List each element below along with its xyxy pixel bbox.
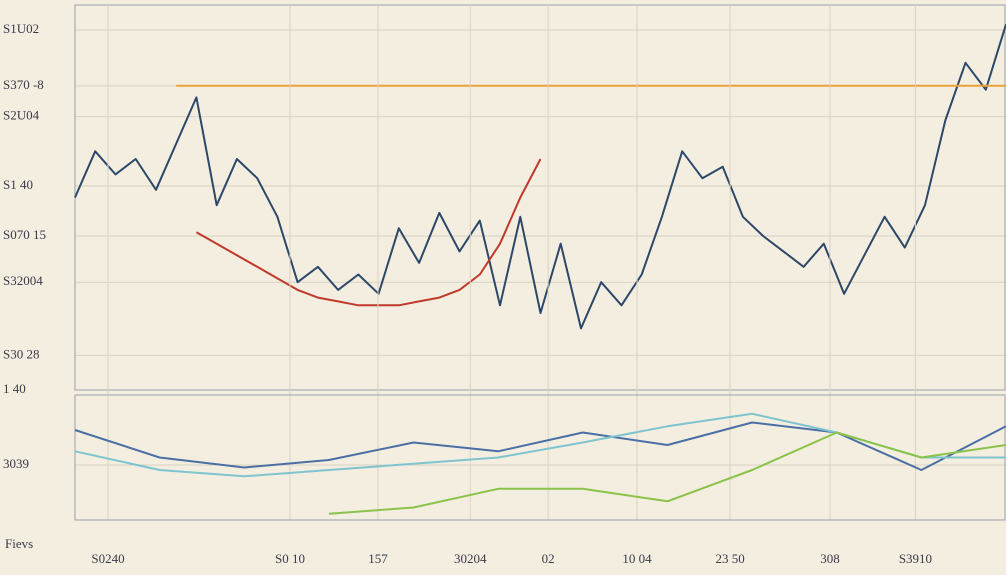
y-tick-label: S2U04 (3, 108, 40, 123)
series-line (74, 421, 1006, 471)
x-tick-label: S0 10 (275, 551, 305, 566)
y-tick-label: 3039 (3, 456, 29, 471)
x-tick-label: S3910 (899, 551, 932, 566)
x-tick-label: 02 (542, 551, 555, 566)
series-line (74, 24, 1006, 330)
x-axis-label: Fievs (5, 536, 33, 551)
plot-frame (74, 394, 1006, 521)
y-tick-label: S1 40 (3, 177, 33, 192)
x-tick-label: 308 (820, 551, 840, 566)
y-tick-label: S070 15 (3, 227, 46, 242)
x-tick-label: 157 (368, 551, 388, 566)
y-tick-label: S32004 (3, 273, 43, 288)
x-tick-label: S0240 (91, 551, 124, 566)
y-tick-label: S30 28 (3, 346, 39, 361)
x-tick-label: 30204 (454, 551, 487, 566)
y-tick-label: 1 40 (3, 381, 26, 396)
y-tick-label: S1U02 (3, 21, 39, 36)
y-tick-label: S370 -8 (3, 77, 44, 92)
series-line (328, 431, 1006, 515)
series-line (195, 158, 542, 307)
x-tick-label: 23 50 (715, 551, 744, 566)
x-tick-label: 10 04 (622, 551, 652, 566)
